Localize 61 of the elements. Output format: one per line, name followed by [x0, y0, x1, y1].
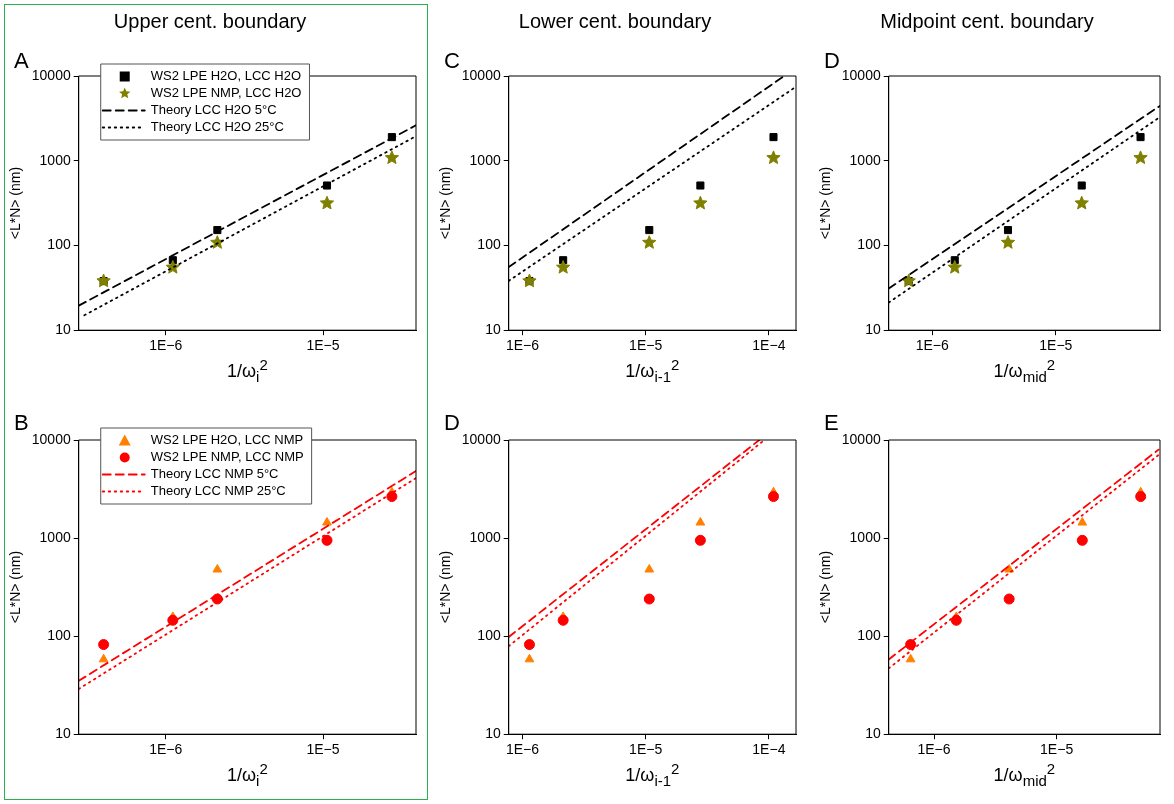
y-tick-label: 10	[485, 321, 501, 338]
y-tick-label: 10	[55, 321, 71, 338]
y-tick-label: 1000	[469, 151, 501, 168]
y-tick-label: 100	[47, 626, 71, 643]
y-tick-label: 100	[857, 626, 881, 643]
y-tick-label: 1000	[469, 528, 501, 545]
y-tick-label: 10	[865, 725, 881, 742]
text: C	[444, 48, 460, 73]
x-tick-label: 1E−6	[917, 741, 951, 758]
y-axis-title: <L*N> (nm)	[817, 166, 834, 240]
legend-label: Theory LCC H2O 5°C	[150, 102, 277, 118]
legend-label: WS2 LPE H2O, LCC H2O	[150, 68, 302, 84]
y-tick-label: 10000	[841, 66, 881, 83]
x-tick-label: 1E−4	[752, 337, 786, 354]
y-tick-label: 10000	[461, 66, 501, 83]
x-tick-label: 1E−6	[149, 337, 183, 354]
x-tick-label: 1E−5	[629, 337, 663, 354]
text: A	[14, 48, 29, 73]
y-tick-label: 1000	[39, 528, 71, 545]
y-axis-title: <L*N> (nm)	[437, 550, 454, 624]
y-tick-label: 10000	[461, 430, 501, 447]
y-axis-title: <L*N> (nm)	[437, 166, 454, 240]
y-axis-title: <L*N> (nm)	[817, 550, 834, 624]
y-tick-label: 10	[55, 725, 71, 742]
y-tick-label: 100	[477, 236, 501, 253]
y-tick-label: 100	[47, 236, 71, 253]
y-tick-label: 1000	[39, 151, 71, 168]
chart-title: Lower cent. boundary	[518, 9, 712, 32]
legend-label: WS2 LPE NMP, LCC H2O	[150, 85, 302, 101]
y-tick-label: 100	[477, 626, 501, 643]
chart-title: Midpoint cent. boundary	[880, 9, 1094, 32]
y-tick-label: 100	[857, 236, 881, 253]
legend-label: Theory LCC H2O 25°C	[150, 119, 284, 135]
x-tick-label: 1E−6	[505, 337, 540, 354]
x-tick-label: 1E−6	[149, 741, 183, 758]
x-tick-label: 1E−6	[915, 337, 950, 354]
text: D	[824, 48, 840, 73]
x-tick-label: 1E−5	[306, 741, 340, 758]
y-axis-title: <L*N> (nm)	[7, 166, 24, 240]
y-tick-label: 1000	[849, 528, 881, 545]
y-tick-label: 10000	[31, 66, 71, 83]
x-tick-label: 1E−5	[1040, 741, 1074, 758]
y-tick-label: 10	[485, 725, 501, 742]
legend-label: WS2 LPE NMP, LCC NMP	[150, 449, 304, 465]
legend-label: Theory LCC NMP 5°C	[150, 466, 279, 482]
y-axis-title: <L*N> (nm)	[7, 550, 24, 624]
legend-label: Theory LCC NMP 25°C	[150, 483, 286, 499]
y-tick-label: 10000	[31, 430, 71, 447]
x-tick-label: 1E−4	[752, 741, 786, 758]
x-tick-label: 1E−6	[505, 741, 540, 758]
x-tick-label: 1E−5	[306, 337, 340, 354]
y-tick-label: 1000	[849, 151, 881, 168]
text: E	[824, 410, 839, 435]
x-tick-label: 1E−5	[629, 741, 663, 758]
chart-title: Upper cent. boundary	[113, 9, 307, 32]
y-tick-label: 10	[865, 321, 881, 338]
x-tick-label: 1E−5	[1039, 337, 1073, 354]
text: D	[444, 410, 460, 435]
text: B	[14, 410, 29, 435]
legend-label: WS2 LPE H2O, LCC NMP	[150, 432, 304, 448]
y-tick-label: 10000	[841, 430, 881, 447]
